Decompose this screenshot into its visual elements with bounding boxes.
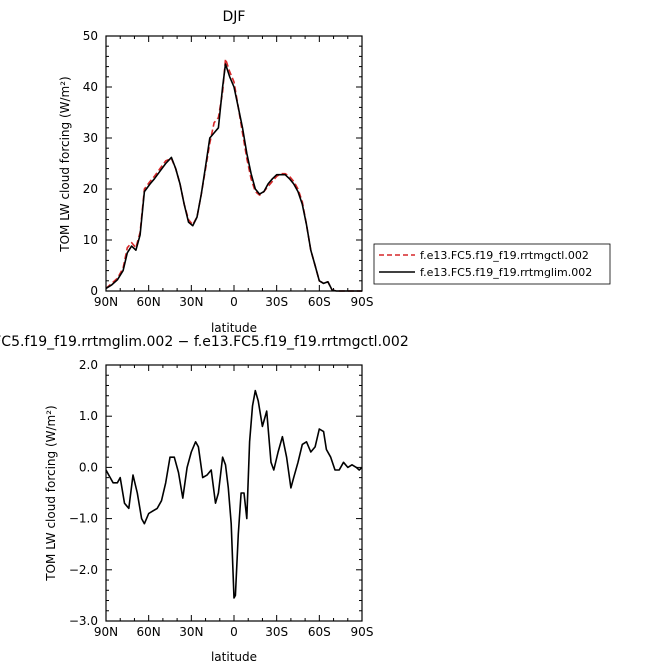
top-series-line-2: [105, 63, 362, 292]
bottom-y-tick-label: 2.0: [79, 358, 98, 372]
bottom-y-tick-label: 1.0: [79, 409, 98, 423]
top-x-tick-label: 30S: [265, 295, 288, 309]
bottom-x-tick-label: 30S: [265, 625, 288, 639]
bottom-y-tick-label: −2.0: [69, 563, 98, 577]
bottom-chart-title: f.e13.FC5.f19_f19.rrtmglim.002 − f.e13.F…: [0, 334, 409, 350]
bottom-x-tick-labels: 90N 60N 30N 0 30S 60S 90S: [94, 625, 374, 639]
top-y-tick-label: 10: [83, 233, 98, 247]
bottom-plot-frame: [105, 364, 363, 622]
bottom-x-tick-label: 90S: [351, 625, 374, 639]
top-y-axis-label: TOM LW cloud forcing (W/m²): [58, 76, 72, 253]
top-y-tick-label: 20: [83, 182, 98, 196]
bottom-series-group: [105, 389, 363, 599]
legend-box: [373, 243, 611, 285]
top-y-tick-labels: 0 10 20 30 40 50: [83, 29, 98, 298]
top-chart-title: DJF: [223, 9, 246, 25]
bottom-y-tick-label: −1.0: [69, 512, 98, 526]
top-y-tick-label: 0: [90, 284, 98, 298]
top-x-axis-label: latitude: [211, 321, 257, 335]
legend-label-lim: f.e13.FC5.f19_f19.rrtmglim.002: [420, 266, 592, 279]
bottom-y-tick-labels: 2.0 1.0 0.0 −1.0 −2.0 −3.0: [69, 358, 98, 628]
top-y-tick-label: 30: [83, 131, 98, 145]
top-x-tick-label: 60N: [137, 295, 161, 309]
legend: f.e13.FC5.f19_f19.rrtmgctl.002 f.e13.FC5…: [373, 243, 611, 285]
top-x-tick-label: 30N: [179, 295, 203, 309]
bottom-y-tick-label: −3.0: [69, 614, 98, 628]
bottom-x-tick-label: 90N: [94, 625, 118, 639]
legend-label-ctl: f.e13.FC5.f19_f19.rrtmgctl.002: [420, 249, 589, 262]
bottom-x-tick-label: 60N: [137, 625, 161, 639]
top-series-group: [105, 58, 362, 292]
top-series-line-1: [105, 58, 362, 292]
bottom-x-tick-label: 30N: [179, 625, 203, 639]
top-x-tick-label: 60S: [308, 295, 331, 309]
bottom-y-axis-label: TOM LW cloud forcing (W/m²): [44, 405, 58, 582]
bottom-x-axis-label: latitude: [211, 650, 257, 664]
bottom-series-line-1: [105, 389, 363, 599]
bottom-panel: f.e13.FC5.f19_f19.rrtmglim.002 − f.e13.F…: [0, 334, 409, 664]
top-x-tick-label: 0: [230, 295, 238, 309]
top-x-tick-label: 90N: [94, 295, 118, 309]
top-axis-ticks: [105, 35, 363, 292]
top-y-tick-label: 50: [83, 29, 98, 43]
top-plot-frame: [105, 35, 363, 292]
bottom-y-tick-label: 0.0: [79, 460, 98, 474]
bottom-x-tick-label: 60S: [308, 625, 331, 639]
top-y-tick-label: 40: [83, 80, 98, 94]
top-x-tick-label: 90S: [351, 295, 374, 309]
top-panel: DJF 0 10 20 30 40 50 90N 60N 30N 0 30S 60S 90S lati…: [58, 9, 611, 335]
top-x-tick-labels: 90N 60N 30N 0 30S 60S 90S: [94, 295, 374, 309]
bottom-x-tick-label: 0: [230, 625, 238, 639]
